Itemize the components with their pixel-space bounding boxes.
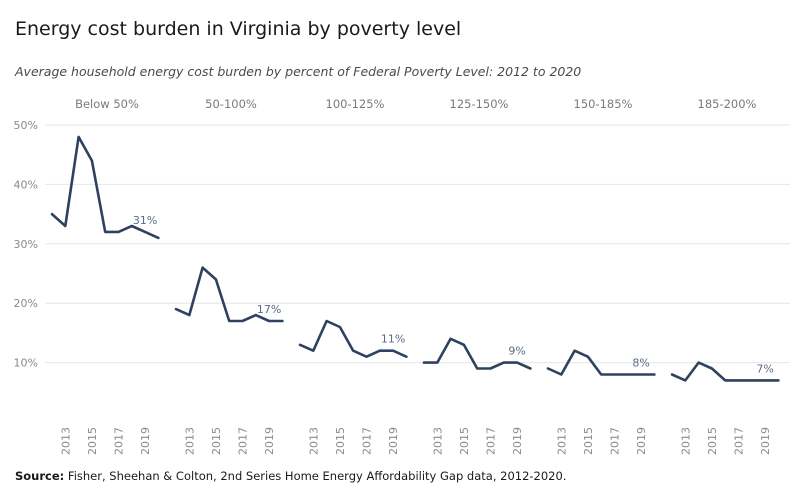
x-tick-label: 2017 — [609, 427, 622, 455]
x-tick-label: 2015 — [86, 427, 99, 455]
x-tick-label: 2013 — [555, 427, 568, 455]
x-tick-label: 2017 — [485, 427, 498, 455]
panel-label: Below 50% — [75, 97, 139, 111]
series-line — [50, 135, 160, 240]
y-tick-label: 20% — [14, 297, 38, 310]
series-line — [670, 361, 780, 382]
panel-label: 100-125% — [326, 97, 385, 111]
x-tick-label: 2019 — [139, 427, 152, 455]
end-value-label: 11% — [381, 333, 405, 346]
source-label: Source: — [15, 469, 65, 483]
y-tick-label: 10% — [14, 357, 38, 370]
x-tick-label: 2019 — [759, 427, 772, 455]
panel-label: 50-100% — [205, 97, 257, 111]
source-text: Fisher, Sheehan & Colton, 2nd Series Hom… — [64, 469, 567, 483]
x-tick-label: 2015 — [210, 427, 223, 455]
x-tick-label: 2017 — [113, 427, 126, 455]
end-value-label: 17% — [257, 303, 281, 316]
y-tick-label: 30% — [14, 238, 38, 251]
x-tick-label: 2013 — [431, 427, 444, 455]
x-tick-label: 2013 — [183, 427, 196, 455]
x-tick-label: 2017 — [361, 427, 374, 455]
x-tick-label: 2015 — [582, 427, 595, 455]
panel-label: 125-150% — [450, 97, 509, 111]
x-tick-label: 2019 — [387, 427, 400, 455]
series-line — [422, 337, 532, 370]
x-tick-label: 2013 — [679, 427, 692, 455]
end-value-label: 7% — [756, 362, 773, 375]
panel-label: 185-200% — [698, 97, 757, 111]
chart-subtitle: Average household energy cost burden by … — [15, 64, 582, 79]
x-tick-label: 2015 — [458, 427, 471, 455]
series-line — [174, 266, 284, 323]
panel-label: 150-185% — [574, 97, 633, 111]
y-tick-label: 50% — [14, 119, 38, 132]
x-tick-label: 2019 — [263, 427, 276, 455]
x-tick-label: 2013 — [59, 427, 72, 455]
source-note: Source: Fisher, Sheehan & Colton, 2nd Se… — [15, 469, 566, 483]
x-tick-label: 2015 — [334, 427, 347, 455]
x-tick-label: 2017 — [237, 427, 250, 455]
x-tick-label: 2015 — [706, 427, 719, 455]
series-line — [298, 319, 408, 359]
x-tick-label: 2019 — [511, 427, 524, 455]
end-value-label: 9% — [508, 345, 525, 358]
y-tick-label: 40% — [14, 178, 38, 191]
series-line — [546, 349, 656, 376]
x-tick-label: 2019 — [635, 427, 648, 455]
x-tick-label: 2013 — [307, 427, 320, 455]
chart-title: Energy cost burden in Virginia by povert… — [15, 18, 462, 40]
end-value-label: 8% — [632, 356, 649, 369]
end-value-label: 31% — [133, 214, 157, 227]
x-tick-label: 2017 — [733, 427, 746, 455]
